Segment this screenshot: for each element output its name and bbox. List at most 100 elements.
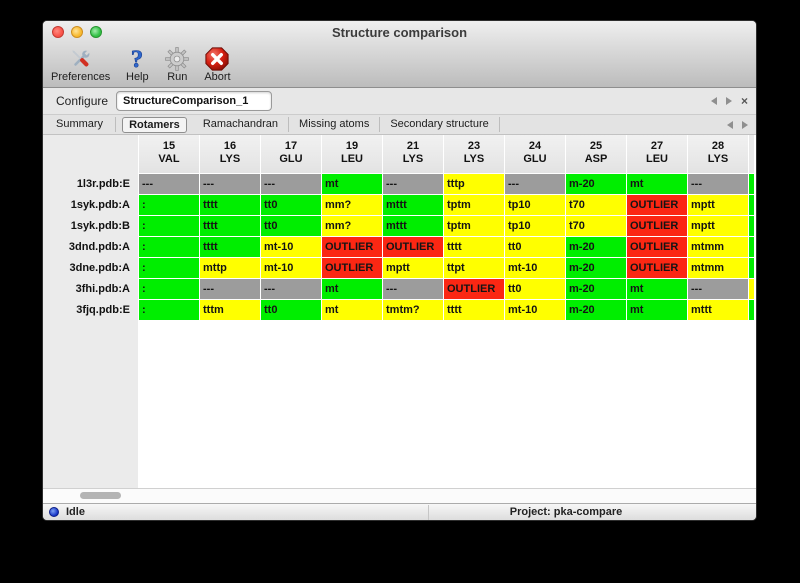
column-header[interactable]: 27 LEU [627,135,687,173]
rotamer-cell[interactable]: tptm [444,216,504,236]
rotamer-cell[interactable]: --- [261,174,321,194]
column-header[interactable]: 15 VAL [139,135,199,173]
rotamer-cell[interactable]: mt-10 [261,258,321,278]
tab-secondary-structure[interactable]: Secondary structure [380,117,500,132]
rotamer-cell[interactable]: mt [627,174,687,194]
rotamer-cell[interactable]: mt [322,300,382,320]
rotamer-cell[interactable]: mt [322,279,382,299]
rotamer-cell[interactable]: mtmm [688,237,748,257]
rotamer-cell[interactable]: t70 [566,195,626,215]
rotamer-cell[interactable]: --- [688,279,748,299]
rotamer-cell[interactable]: ttpt [444,258,504,278]
rotamer-cell[interactable]: tttt [444,237,504,257]
rotamer-cell[interactable]: m-20 [566,258,626,278]
configure-input[interactable] [116,91,273,111]
prev-pane-icon[interactable] [710,97,717,105]
rotamer-cell[interactable]: tttm [200,300,260,320]
horizontal-scrollbar[interactable] [43,488,756,503]
column-header[interactable]: 24 GLU [505,135,565,173]
tab-rotamers[interactable]: Rotamers [122,116,187,133]
column-header[interactable]: 16 LYS [200,135,260,173]
rotamer-cell[interactable]: : [139,300,199,320]
rotamer-cell[interactable]: OUTLIER [444,279,504,299]
tab-ramachandran[interactable]: Ramachandran [193,117,290,132]
rotamer-cell[interactable]: tttt [200,237,260,257]
rotamer-cell[interactable]: mptt [688,216,748,236]
rotamer-cell[interactable]: --- [200,279,260,299]
row-label[interactable]: 3dne.pdb:A [43,258,138,278]
rotamer-cell[interactable]: tttt [200,195,260,215]
rotamer-cell[interactable]: mtmm [688,258,748,278]
rotamer-cell[interactable]: : [139,237,199,257]
rotamer-cell[interactable]: mt [322,174,382,194]
rotamer-cell[interactable]: : [139,195,199,215]
rotamer-cell[interactable]: mm? [322,195,382,215]
rotamer-cell[interactable]: : [139,279,199,299]
next-tab-icon[interactable] [742,120,748,129]
rotamer-cell[interactable]: OUTLIER [627,237,687,257]
rotamer-cell[interactable]: OUTLIER [627,195,687,215]
rotamer-cell[interactable]: : [139,258,199,278]
row-label[interactable]: 1l3r.pdb:E [43,174,138,194]
rotamer-cell[interactable]: mttt [383,195,443,215]
rotamer-cell[interactable]: OUTLIER [322,237,382,257]
rotamer-cell[interactable]: tt0 [261,195,321,215]
row-label[interactable]: 1syk.pdb:B [43,216,138,236]
close-window-button[interactable] [52,26,64,38]
minimize-window-button[interactable] [71,26,83,38]
rotamer-cell[interactable]: m-20 [566,279,626,299]
rotamer-cell[interactable]: mttt [383,216,443,236]
rotamer-cell[interactable]: : [139,216,199,236]
rotamer-cell[interactable]: mm? [322,216,382,236]
prev-tab-icon[interactable] [727,120,733,129]
rotamer-cell[interactable]: tt0 [261,216,321,236]
abort-button[interactable]: Abort [204,43,231,83]
rotamer-cell[interactable]: --- [200,174,260,194]
run-button[interactable]: Run [164,43,190,83]
rotamer-cell[interactable]: mt-10 [505,258,565,278]
rotamer-cell[interactable]: --- [139,174,199,194]
column-header[interactable]: 19 LEU [322,135,382,173]
rotamer-cell[interactable]: tmtm? [383,300,443,320]
rotamer-cell[interactable]: --- [688,174,748,194]
close-pane-icon[interactable]: × [740,94,748,108]
rotamer-cell[interactable]: mttt [688,300,748,320]
help-button[interactable]: ? Help [124,43,150,84]
rotamer-cell[interactable]: m-20 [566,300,626,320]
tab-missing-atoms[interactable]: Missing atoms [289,117,381,132]
rotamer-cell[interactable]: --- [383,279,443,299]
rotamer-cell[interactable]: OUTLIER [627,216,687,236]
next-pane-icon[interactable] [725,97,732,105]
row-label[interactable]: 3dnd.pdb:A [43,237,138,257]
row-label[interactable]: 3fhi.pdb:A [43,279,138,299]
rotamer-cell[interactable]: mptt [383,258,443,278]
rotamer-cell[interactable]: tptm [444,195,504,215]
column-header[interactable]: 25 ASP [566,135,626,173]
rotamer-cell[interactable]: --- [505,174,565,194]
titlebar[interactable]: Structure comparison [43,21,756,43]
rotamer-cell[interactable]: t70 [566,216,626,236]
rotamer-cell[interactable]: mt-10 [505,300,565,320]
rotamer-cell[interactable]: tttt [200,216,260,236]
rotamer-cell[interactable]: tttp [444,174,504,194]
rotamer-cell[interactable]: mt [627,279,687,299]
rotamer-cell[interactable]: OUTLIER [383,237,443,257]
row-label[interactable]: 1syk.pdb:A [43,195,138,215]
preferences-button[interactable]: Preferences [51,43,110,83]
rotamer-cell[interactable]: OUTLIER [322,258,382,278]
column-header[interactable]: 21 LYS [383,135,443,173]
rotamer-cell[interactable]: tp10 [505,195,565,215]
rotamer-cell[interactable]: --- [261,279,321,299]
column-header[interactable]: 23 LYS [444,135,504,173]
column-header[interactable]: 17 GLU [261,135,321,173]
column-header[interactable]: 28 LYS [688,135,748,173]
rotamer-cell[interactable]: tttt [444,300,504,320]
rotamer-cell[interactable]: m-20 [566,174,626,194]
rotamer-cell[interactable]: mt-10 [261,237,321,257]
rotamer-cell[interactable]: mt [627,300,687,320]
rotamer-cell[interactable]: tt0 [505,237,565,257]
rotamer-cell[interactable]: tt0 [261,300,321,320]
rotamer-cell[interactable]: mttp [200,258,260,278]
rotamer-cell[interactable]: --- [383,174,443,194]
rotamer-cell[interactable]: tt0 [505,279,565,299]
